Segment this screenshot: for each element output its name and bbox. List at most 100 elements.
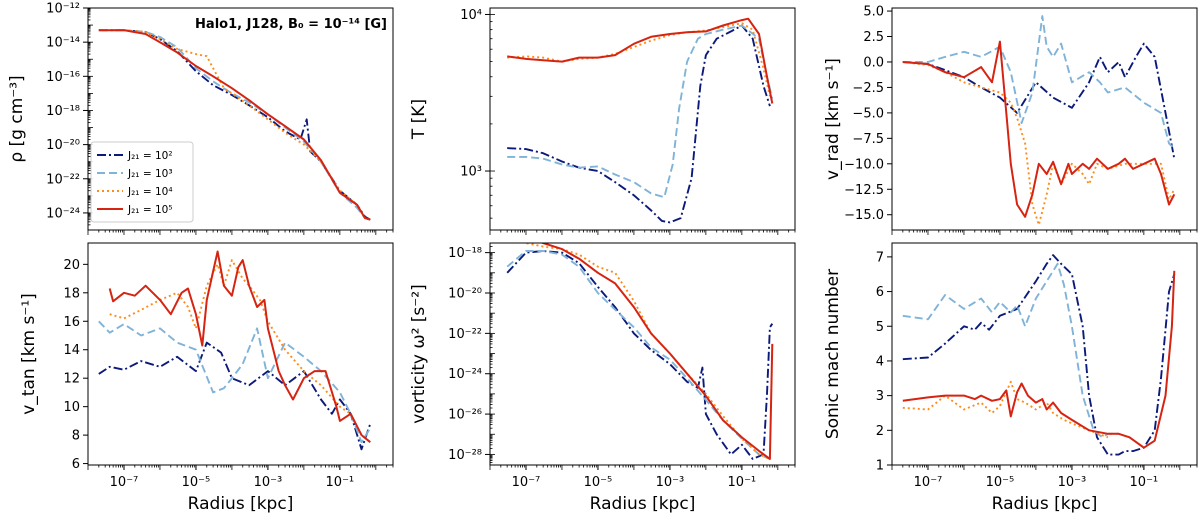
legend-label-J1e3: J₂₁ = 10³ xyxy=(127,168,173,180)
y-axis-label: v_rad [km s⁻¹] xyxy=(823,58,843,180)
series-line-J1e2 xyxy=(902,254,1176,456)
x-axis-label: Radius [kpc] xyxy=(992,494,1098,514)
figure-title: Halo1, J128, B₀ = 10⁻¹⁴ [G] xyxy=(195,17,387,32)
legend-box xyxy=(90,141,194,223)
series-line-J1e2 xyxy=(507,24,771,224)
y-tick-label: 12 xyxy=(63,372,80,387)
panel-vrad: 5.0 2.5 0.0 −2.5 −5.0 −7.5 −10.0 −12.5 −15.0 v_ra… xyxy=(823,5,1198,235)
series-line-J1e2 xyxy=(902,42,1176,159)
y-tick-label: −5.0 xyxy=(852,106,884,121)
y-axis-label: ρ [g cm⁻³] xyxy=(7,75,27,162)
series-line-J1e5 xyxy=(902,270,1176,449)
series-line-J1e4 xyxy=(521,243,771,460)
y-tick-label: 6 xyxy=(876,285,884,300)
y-axis-label: vorticity ω² [s⁻²] xyxy=(409,284,429,423)
panel-vort: 10⁻¹⁸ 10⁻²⁰ 10⁻²² 10⁻²⁴ 10⁻²⁶ 10⁻²⁸ 10⁻⁷ 10⁻⁵ 10… xyxy=(409,242,796,514)
y-tick-label: 10⁻¹⁴ xyxy=(46,36,80,51)
y-tick-label: 4 xyxy=(876,354,884,369)
y-tick-label: 10⁻²² xyxy=(448,327,482,342)
series-line-J1e5 xyxy=(507,17,774,104)
y-tick-label: 10⁻²⁶ xyxy=(448,408,482,423)
x-tick-label: 10⁻⁵ xyxy=(584,475,613,490)
y-tick-label: 2 xyxy=(876,424,884,439)
series-group xyxy=(506,243,774,460)
panel-mach: 1 2 3 4 5 6 7 10⁻⁷ 10⁻⁵ 10⁻³ 10⁻¹ Sonic mach number… xyxy=(823,242,1198,514)
series-line-J1e2 xyxy=(98,341,372,451)
x-axis-label: Radius [kpc] xyxy=(590,494,696,514)
y-tick-label: 10⁻²⁴ xyxy=(46,206,80,221)
y-tick-label: 16 xyxy=(63,315,80,330)
x-tick-label: 10⁻¹ xyxy=(326,475,355,490)
series-line-J1e4 xyxy=(109,259,371,443)
y-tick-label: 5 xyxy=(876,320,884,335)
y-tick-label: 0.0 xyxy=(863,55,884,70)
y-tick-label: 10⁻¹⁸ xyxy=(46,104,80,119)
axes-frame xyxy=(489,242,796,466)
x-axis-label: Radius [kpc] xyxy=(188,494,294,514)
axes-frame xyxy=(891,7,1198,231)
y-tick-label: 20 xyxy=(63,258,80,273)
series-group xyxy=(98,250,372,451)
y-tick-label: 5.0 xyxy=(863,5,884,20)
x-tick-label: 10⁻¹ xyxy=(1130,475,1159,490)
y-tick-label: 10³ xyxy=(460,165,482,180)
y-tick-label: −12.5 xyxy=(844,183,884,198)
y-tick-label: 1 xyxy=(876,459,884,474)
axes-frame xyxy=(87,242,394,466)
y-tick-label: 6 xyxy=(72,457,80,472)
panel-rho: 10⁻¹² 10⁻¹⁴ 10⁻¹⁶ 10⁻¹⁸ 10⁻²⁰ 10⁻²² 10⁻²⁴ ρ [g … xyxy=(7,2,394,235)
x-tick-label: 10⁻⁷ xyxy=(110,475,139,490)
y-tick-label: 10⁻²⁴ xyxy=(448,367,482,382)
series-group xyxy=(902,254,1176,456)
legend-label-J1e4: J₂₁ = 10⁴ xyxy=(127,186,173,198)
y-tick-label: −2.5 xyxy=(852,81,884,96)
y-tick-label: 8 xyxy=(72,429,80,444)
y-tick-label: 10⁻²⁰ xyxy=(448,286,482,301)
series-line-J1e4 xyxy=(105,29,371,221)
x-tick-label: 10⁻⁵ xyxy=(182,475,211,490)
series-group xyxy=(98,29,371,221)
legend-label-J1e2: J₂₁ = 10² xyxy=(127,150,173,162)
legend-label-J1e5: J₂₁ = 10⁵ xyxy=(127,204,173,216)
legend: J₂₁ = 10² J₂₁ = 10³ J₂₁ = 10⁴ J₂₁ = 10⁵ xyxy=(90,141,194,223)
y-tick-label: −15.0 xyxy=(844,208,884,223)
x-tick-label: 10⁻³ xyxy=(1058,475,1087,490)
series-line-J1e5 xyxy=(540,243,774,460)
series-group xyxy=(902,15,1176,226)
panel-T: 10³ 10⁴ T [K] xyxy=(409,7,796,235)
y-tick-label: 7 xyxy=(876,250,884,265)
y-tick-label: 3 xyxy=(876,389,884,404)
x-tick-label: 10⁻³ xyxy=(656,475,685,490)
series-line-J1e5 xyxy=(902,40,1176,218)
series-line-J1e3 xyxy=(902,262,1119,439)
y-tick-label: 10⁻¹⁸ xyxy=(448,246,482,261)
y-tick-label: −7.5 xyxy=(852,132,884,147)
axes-frame xyxy=(489,7,796,231)
x-tick-label: 10⁻⁷ xyxy=(914,475,943,490)
series-group xyxy=(507,17,774,224)
series-line-J1e3 xyxy=(507,24,774,199)
y-tick-label: −10.0 xyxy=(844,157,884,172)
series-line-J1e4 xyxy=(902,61,1176,226)
series-line-J1e5 xyxy=(98,29,371,221)
y-tick-label: 10⁻²⁸ xyxy=(448,448,482,463)
series-line-J1e5 xyxy=(108,250,371,443)
series-line-J1e3 xyxy=(98,320,372,444)
y-tick-label: 10⁻¹⁶ xyxy=(46,70,80,85)
y-tick-label: 10⁻²² xyxy=(46,172,80,187)
x-tick-label: 10⁻³ xyxy=(254,475,283,490)
y-tick-label: 10⁴ xyxy=(460,8,482,23)
y-tick-label: 18 xyxy=(63,286,80,301)
series-line-J1e3 xyxy=(902,15,1175,150)
x-tick-label: 10⁻⁷ xyxy=(512,475,541,490)
y-axis-label: Sonic mach number xyxy=(823,269,843,439)
y-tick-label: 10⁻²⁰ xyxy=(46,138,80,153)
x-tick-label: 10⁻¹ xyxy=(728,475,757,490)
y-tick-label: 2.5 xyxy=(863,30,884,45)
y-tick-label: 10 xyxy=(63,400,80,415)
panel-vtan: 6 8 10 12 14 16 18 20 10⁻⁷ 10⁻⁵ 10⁻³ 10⁻¹ v_tan [km … xyxy=(19,242,394,514)
x-tick-label: 10⁻⁵ xyxy=(986,475,1015,490)
y-tick-label: 14 xyxy=(63,343,80,358)
y-axis-label: v_tan [km s⁻¹] xyxy=(19,293,39,415)
